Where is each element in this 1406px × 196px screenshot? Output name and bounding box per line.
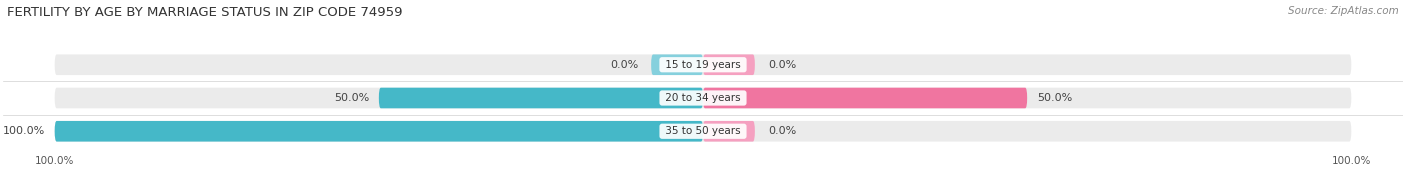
Text: 100.0%: 100.0% xyxy=(3,126,45,136)
Text: FERTILITY BY AGE BY MARRIAGE STATUS IN ZIP CODE 74959: FERTILITY BY AGE BY MARRIAGE STATUS IN Z… xyxy=(7,6,402,19)
Text: 50.0%: 50.0% xyxy=(333,93,370,103)
FancyBboxPatch shape xyxy=(703,54,755,75)
Text: 35 to 50 years: 35 to 50 years xyxy=(662,126,744,136)
FancyBboxPatch shape xyxy=(55,121,1351,142)
Text: Source: ZipAtlas.com: Source: ZipAtlas.com xyxy=(1288,6,1399,16)
FancyBboxPatch shape xyxy=(55,121,703,142)
FancyBboxPatch shape xyxy=(703,121,755,142)
Text: 15 to 19 years: 15 to 19 years xyxy=(662,60,744,70)
FancyBboxPatch shape xyxy=(378,88,703,108)
Text: 0.0%: 0.0% xyxy=(768,60,796,70)
FancyBboxPatch shape xyxy=(651,54,703,75)
FancyBboxPatch shape xyxy=(55,54,1351,75)
Text: 0.0%: 0.0% xyxy=(768,126,796,136)
FancyBboxPatch shape xyxy=(55,88,1351,108)
Text: 0.0%: 0.0% xyxy=(610,60,638,70)
Text: 50.0%: 50.0% xyxy=(1036,93,1073,103)
Text: 20 to 34 years: 20 to 34 years xyxy=(662,93,744,103)
FancyBboxPatch shape xyxy=(703,88,1028,108)
